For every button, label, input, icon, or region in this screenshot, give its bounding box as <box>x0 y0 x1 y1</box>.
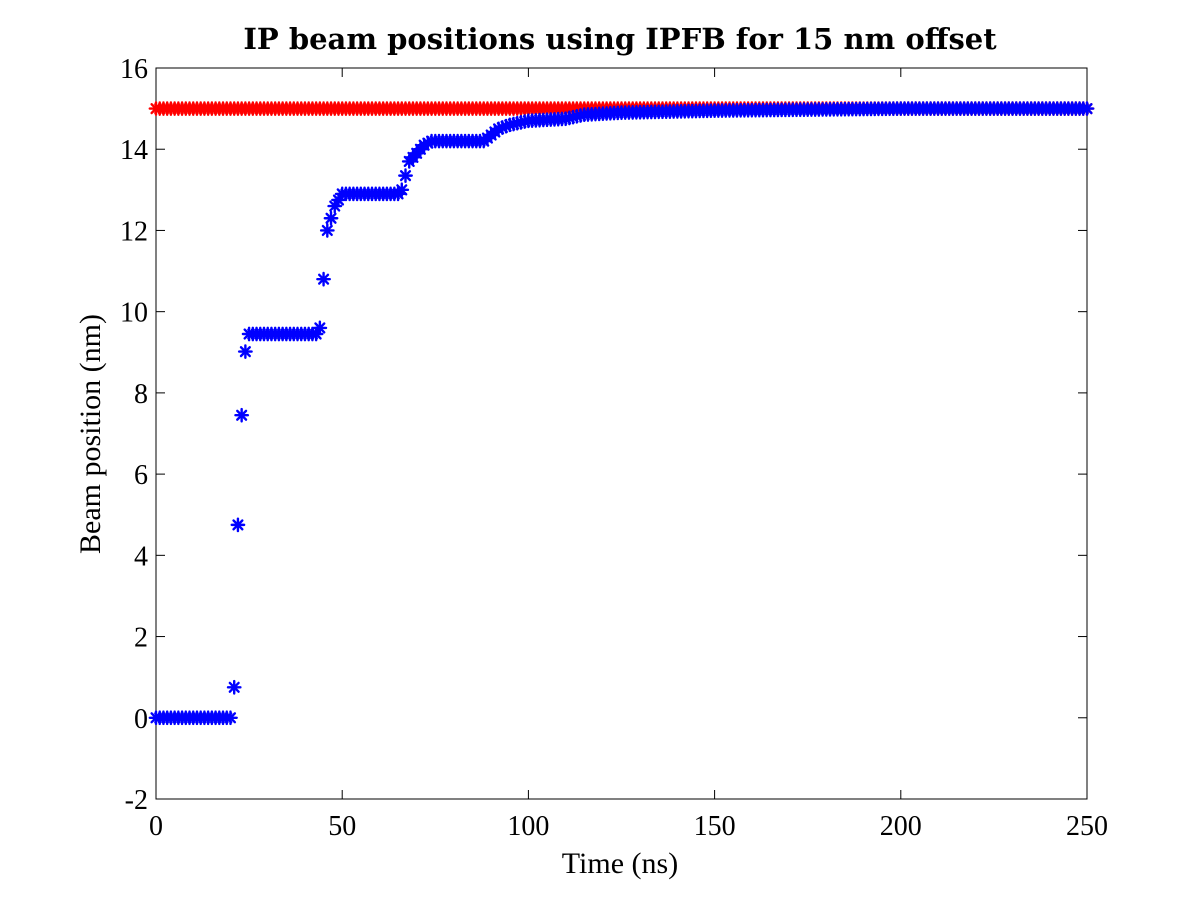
y-tick-label: 0 <box>134 704 148 735</box>
x-tick-label: 200 <box>880 811 922 842</box>
blue-series-point <box>319 223 335 238</box>
blue-series-point <box>312 320 328 336</box>
y-tick-label: 14 <box>120 135 148 166</box>
y-tick-label: 4 <box>134 541 148 572</box>
plot-frame <box>155 67 1088 800</box>
blue-series-point <box>1079 101 1095 117</box>
x-axis-label: Time (ns) <box>562 847 678 880</box>
blue-series-point <box>223 710 238 726</box>
blue-series-point <box>237 344 253 360</box>
axis-ticks <box>155 67 1088 800</box>
blue-series-point <box>234 407 250 423</box>
x-tick-label: 150 <box>694 811 736 842</box>
x-tick-label: 100 <box>507 811 549 842</box>
y-tick-label: 8 <box>134 379 148 410</box>
y-tick-label: -2 <box>125 785 148 816</box>
x-tick-label: 0 <box>149 811 163 842</box>
blue-series-point <box>316 271 331 287</box>
y-axis-label: Beam position (nm) <box>74 314 107 554</box>
x-tick-label: 50 <box>328 811 356 842</box>
y-tick-label: 12 <box>120 216 148 247</box>
blue-series-point <box>226 679 242 695</box>
blue-series-point <box>323 210 339 226</box>
blue-series-point <box>398 168 413 184</box>
blue-series-point <box>394 182 410 198</box>
y-tick-label: 16 <box>120 54 148 85</box>
data-marks <box>148 101 1095 726</box>
y-tick-label: 6 <box>134 460 148 491</box>
chart-title: IP beam positions using IPFB for 15 nm o… <box>243 22 997 56</box>
x-tick-label: 250 <box>1066 811 1108 842</box>
y-tick-label: 10 <box>120 298 148 329</box>
y-tick-label: 2 <box>134 623 148 654</box>
blue-series-point <box>230 517 246 533</box>
